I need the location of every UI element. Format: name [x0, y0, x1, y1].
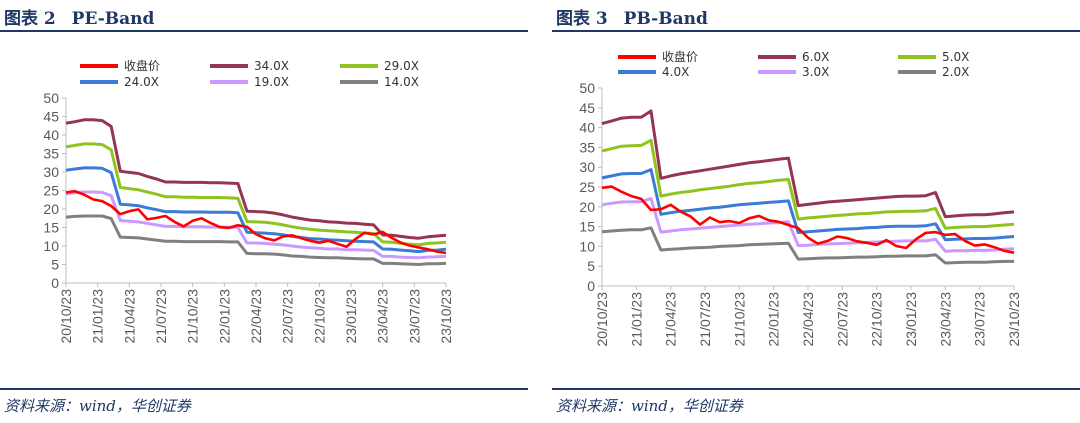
- figure-number: 图表 2: [4, 9, 56, 29]
- figure-name: PE-Band: [71, 9, 155, 29]
- series-line-5: [601, 226, 1014, 265]
- y-tick-label: 5: [587, 258, 595, 274]
- legend-label: 29.0X: [384, 59, 419, 73]
- x-tick-label: 20/10/23: [594, 292, 610, 347]
- x-tick-label: 22/04/23: [248, 289, 264, 344]
- pe-band-panel: 图表 2 PE-Band 0 5 10 15 20 25 30 35 40 45 50 20/10/2…: [0, 0, 528, 423]
- figure-title: 图表 3 PB-Band: [556, 4, 718, 29]
- series-line-0: [601, 185, 1015, 254]
- x-tick-label: 21/04/23: [121, 289, 137, 344]
- legend-label: 4.0X: [662, 65, 689, 79]
- y-tick-label: 20: [43, 201, 59, 217]
- x-tick-label: 23/10/23: [438, 289, 454, 344]
- y-tick-label: 50: [43, 90, 59, 106]
- y-tick-label: 40: [43, 127, 59, 143]
- x-tick-label: 21/04/23: [663, 292, 679, 347]
- x-tick-label: 21/07/23: [697, 292, 713, 347]
- title-divider: [0, 30, 528, 32]
- x-tick-label: 22/07/23: [280, 289, 296, 344]
- legend-label: 3.0X: [802, 65, 829, 79]
- x-tick-label: 21/01/23: [628, 292, 644, 347]
- x-tick-label: 23/04/23: [375, 289, 391, 344]
- x-tick-label: 21/07/23: [153, 289, 169, 344]
- legend-label: 6.0X: [802, 50, 829, 64]
- figure-title: 图表 2 PE-Band: [4, 4, 164, 29]
- y-tick-label: 15: [43, 220, 59, 236]
- figure-number: 图表 3: [556, 9, 608, 29]
- x-tick-label: 22/04/23: [800, 292, 816, 347]
- y-tick-label: 35: [43, 146, 59, 162]
- y-tick-label: 0: [51, 275, 59, 291]
- legend-label: 收盘价: [662, 49, 698, 64]
- legend-label: 24.0X: [124, 75, 159, 89]
- x-tick-label: 20/10/23: [58, 289, 74, 344]
- legend-label: 14.0X: [384, 75, 419, 89]
- y-tick-label: 10: [43, 238, 59, 254]
- x-tick-label: 23/01/23: [343, 289, 359, 344]
- series-line-5: [65, 214, 447, 266]
- y-tick-label: 45: [579, 100, 595, 116]
- series-line-2: [65, 142, 447, 247]
- legend-label: 19.0X: [254, 75, 289, 89]
- y-tick-label: 30: [43, 164, 59, 180]
- x-tick-label: 22/01/23: [216, 289, 232, 344]
- y-tick-label: 10: [579, 238, 595, 254]
- x-tick-label: 22/10/23: [311, 289, 327, 344]
- legend-label: 收盘价: [124, 58, 160, 73]
- x-tick-label: 23/10/23: [1006, 292, 1022, 347]
- title-divider: [552, 30, 1080, 32]
- figure-name: PB-Band: [623, 9, 708, 29]
- source-note: 资料来源：wind，华创证券: [4, 397, 191, 415]
- pb-band-chart: 0 5 10 15 20 25 30 35 40 45 50 20/10/23 21/01/23 21/0…: [579, 49, 1022, 347]
- y-tick-label: 25: [43, 183, 59, 199]
- series-line-4: [601, 197, 1015, 253]
- x-tick-label: 21/10/23: [185, 289, 201, 344]
- legend-label: 5.0X: [942, 50, 969, 64]
- y-tick-label: 20: [579, 199, 595, 215]
- x-tick-label: 23/07/23: [972, 292, 988, 347]
- source-divider: [0, 388, 528, 390]
- y-tick-label: 40: [579, 120, 595, 136]
- series-line-0: [65, 189, 447, 255]
- series-line-3: [601, 168, 1015, 242]
- pb-band-panel: 图表 3 PB-Band 0 5 10 15 20 25 30 35 40 45 50 20/10/2…: [552, 0, 1080, 423]
- series-line-1: [601, 109, 1015, 219]
- series-line-1: [65, 118, 447, 240]
- pe-band-chart: 0 5 10 15 20 25 30 35 40 45 50 20/10/23 21/01/23 21/0…: [43, 58, 454, 344]
- x-tick-label: 21/10/23: [731, 292, 747, 347]
- legend-label: 2.0X: [942, 65, 969, 79]
- legend-label: 34.0X: [254, 59, 289, 73]
- series-line-2: [601, 138, 1015, 230]
- x-tick-label: 21/01/23: [90, 289, 106, 344]
- x-tick-label: 23/01/23: [903, 292, 919, 347]
- y-tick-label: 30: [579, 159, 595, 175]
- y-tick-label: 45: [43, 109, 59, 125]
- source-divider: [552, 388, 1080, 390]
- y-tick-label: 15: [579, 219, 595, 235]
- y-tick-label: 0: [587, 278, 595, 294]
- y-tick-label: 35: [579, 139, 595, 155]
- x-tick-label: 22/10/23: [869, 292, 885, 347]
- y-tick-label: 25: [579, 179, 595, 195]
- x-tick-label: 23/04/23: [937, 292, 953, 347]
- series-line-4: [65, 190, 447, 260]
- x-tick-label: 23/07/23: [406, 289, 422, 344]
- y-tick-label: 5: [51, 257, 59, 273]
- series-line-3: [65, 166, 447, 254]
- source-note: 资料来源：wind，华创证券: [556, 397, 743, 415]
- y-tick-label: 50: [579, 80, 595, 96]
- x-tick-label: 22/01/23: [766, 292, 782, 347]
- x-tick-label: 22/07/23: [834, 292, 850, 347]
